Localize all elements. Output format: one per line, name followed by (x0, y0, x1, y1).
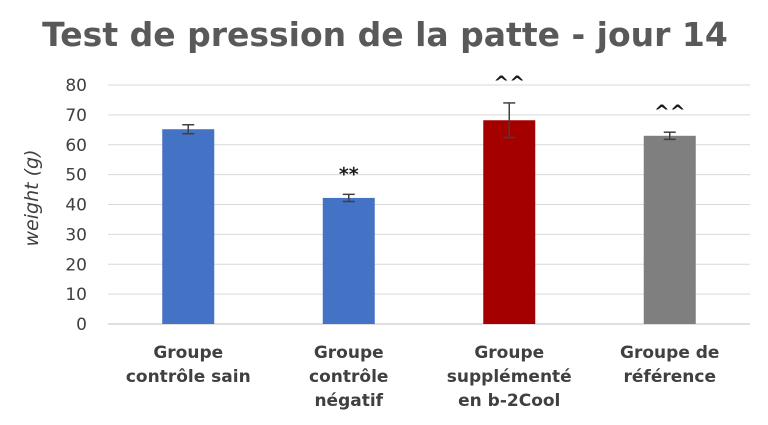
bar (162, 129, 215, 324)
bar (322, 197, 375, 324)
significance-markers: ** ^^ ^^ (339, 72, 686, 185)
significance-marker: ** (339, 163, 359, 185)
y-tick-label: 20 (65, 255, 87, 275)
y-tick-label: 50 (65, 166, 87, 186)
category-label: négatif (314, 391, 383, 411)
y-axis-ticks: 0 10 20 30 40 50 60 70 80 (65, 76, 87, 335)
y-tick-label: 10 (65, 285, 87, 305)
error-bars (182, 102, 676, 203)
significance-marker: ^^ (493, 72, 525, 94)
y-tick-label: 70 (65, 106, 87, 126)
y-tick-label: 30 (65, 225, 87, 245)
y-tick-label: 0 (76, 315, 87, 335)
grid (108, 84, 750, 325)
category-label: référence (624, 367, 716, 387)
y-tick-label: 60 (65, 136, 87, 156)
significance-marker: ^^ (654, 101, 686, 123)
category-label: Groupe (474, 343, 544, 363)
bar (483, 120, 536, 324)
chart-title: Test de pression de la patte - jour 14 (42, 15, 728, 54)
category-label: contrôle sain (126, 367, 251, 387)
bars (162, 120, 696, 324)
category-label: supplémenté (447, 367, 572, 387)
category-label: Groupe (314, 343, 384, 363)
y-tick-label: 80 (65, 76, 87, 96)
category-label: contrôle (309, 367, 388, 387)
bar (643, 135, 696, 324)
category-label: Groupe de (620, 343, 719, 363)
category-label: en b-2Cool (458, 391, 560, 411)
y-axis-label: weight (g) (21, 150, 43, 247)
y-tick-label: 40 (65, 196, 87, 216)
x-axis-category-labels: Groupe contrôle sain Groupe contrôle négatif… (126, 343, 720, 411)
category-label: Groupe (153, 343, 223, 363)
